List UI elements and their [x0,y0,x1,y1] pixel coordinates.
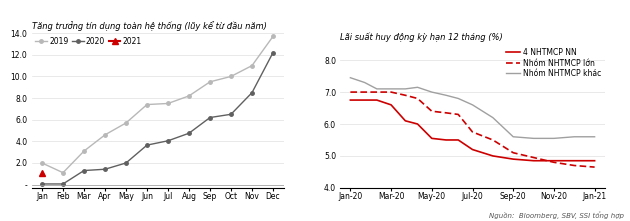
2019 [206,80,214,83]
Line: 2020: 2020 [40,51,275,186]
2019 [80,150,88,152]
Nhóm NHTMCP khác [510,135,517,138]
Line: Nhóm NHTMCP lớn: Nhóm NHTMCP lớn [350,92,595,167]
Nhóm NHTMCP lớn [454,113,462,116]
2019 [38,162,46,164]
Line: 4 NHTMCP NN: 4 NHTMCP NN [350,100,595,161]
2019 [122,122,130,124]
Nhóm NHTMCP lớn [401,94,409,97]
4 NHTMCP NN [571,159,578,162]
Nhóm NHTMCP khác [373,88,381,90]
Nhóm NHTMCP khác [387,88,395,90]
Nhóm NHTMCP lớn [346,91,354,93]
Nhóm NHTMCP khác [454,97,462,100]
4 NHTMCP NN [550,159,558,162]
2020 [227,113,235,116]
2020 [38,183,46,185]
Nhóm NHTMCP khác [550,137,558,140]
2020 [101,168,109,171]
2020 [80,169,88,172]
2020 [269,51,277,54]
Nhóm NHTMCP khác [530,137,537,140]
2020 [248,91,256,94]
Nhóm NHTMCP lớn [591,166,598,168]
Nhóm NHTMCP khác [414,86,421,89]
2019 [248,64,256,67]
Nhóm NHTMCP lớn [550,161,558,164]
Text: Lãi suất huy động kỳ hạn 12 tháng (%): Lãi suất huy động kỳ hạn 12 tháng (%) [340,32,503,42]
Legend: 2019, 2020, 2021: 2019, 2020, 2021 [35,37,142,46]
Nhóm NHTMCP lớn [510,151,517,154]
Nhóm NHTMCP lớn [469,131,476,133]
Nhóm NHTMCP khác [428,91,435,93]
Line: 2019: 2019 [40,35,275,174]
2019 [227,75,235,78]
2019 [164,102,172,105]
Nhóm NHTMCP lớn [361,91,369,93]
4 NHTMCP NN [387,103,395,106]
4 NHTMCP NN [489,155,496,157]
4 NHTMCP NN [454,139,462,141]
Nhóm NHTMCP lớn [571,164,578,167]
Text: Tăng trưởng tín dụng toàn hệ thống (lũy kể từ đầu năm): Tăng trưởng tín dụng toàn hệ thống (lũy … [32,21,266,31]
2020 [185,132,193,135]
2019 [269,35,277,38]
Nhóm NHTMCP khác [361,81,369,84]
4 NHTMCP NN [510,158,517,160]
4 NHTMCP NN [530,159,537,162]
Nhóm NHTMCP lớn [387,91,395,93]
2019 [101,133,109,136]
Nhóm NHTMCP khác [346,76,354,79]
4 NHTMCP NN [361,99,369,101]
4 NHTMCP NN [469,148,476,151]
2019 [185,95,193,97]
4 NHTMCP NN [442,139,450,141]
Nhóm NHTMCP lớn [489,139,496,141]
2020 [143,144,151,147]
Nhóm NHTMCP lớn [373,91,381,93]
4 NHTMCP NN [591,159,598,162]
Nhóm NHTMCP lớn [530,156,537,159]
Nhóm NHTMCP khác [591,135,598,138]
Legend: 4 NHTMCP NN, Nhóm NHTMCP lớn, Nhóm NHTMCP khác: 4 NHTMCP NN, Nhóm NHTMCP lớn, Nhóm NHTMC… [506,48,601,78]
2019 [59,171,67,174]
Nhóm NHTMCP khác [442,94,450,97]
4 NHTMCP NN [373,99,381,101]
Line: Nhóm NHTMCP khác: Nhóm NHTMCP khác [350,78,595,138]
Nhóm NHTMCP lớn [414,97,421,100]
4 NHTMCP NN [414,123,421,125]
2019 [143,103,151,106]
2020 [206,116,214,119]
4 NHTMCP NN [401,120,409,122]
2020 [122,162,130,164]
Nhóm NHTMCP khác [401,88,409,90]
Nhóm NHTMCP khác [571,135,578,138]
Nhóm NHTMCP lớn [428,110,435,112]
Nhóm NHTMCP khác [469,103,476,106]
4 NHTMCP NN [346,99,354,101]
Nhóm NHTMCP khác [489,116,496,119]
2020 [59,183,67,185]
Text: Nguồn:  Bloomberg, SBV, SSI tổng hợp: Nguồn: Bloomberg, SBV, SSI tổng hợp [489,211,624,219]
2020 [164,139,172,142]
4 NHTMCP NN [428,137,435,140]
Nhóm NHTMCP lớn [442,112,450,114]
